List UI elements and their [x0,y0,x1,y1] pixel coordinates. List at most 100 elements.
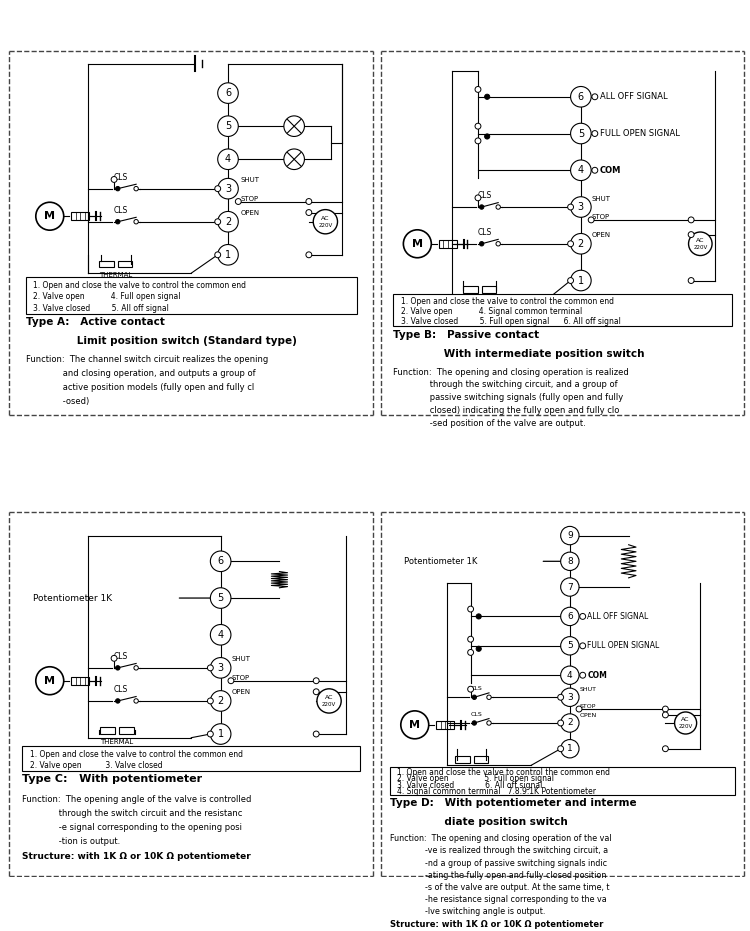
Text: 5: 5 [578,128,584,139]
Text: THERMAL: THERMAL [457,768,487,773]
Circle shape [472,695,476,699]
Circle shape [571,87,591,107]
Circle shape [580,643,586,649]
Text: -he resistance signal corresponding to the va: -he resistance signal corresponding to t… [390,895,607,904]
Text: M: M [44,676,56,686]
Bar [455,756,470,763]
Bar [99,261,114,267]
Text: SHUT: SHUT [240,177,260,183]
Text: CLS: CLS [114,173,128,182]
Circle shape [479,241,484,246]
Text: -e signal corresponding to the opening posi: -e signal corresponding to the opening p… [22,823,242,831]
Text: 4: 4 [567,670,573,680]
Circle shape [468,650,473,655]
Text: OPEN: OPEN [580,713,597,718]
Bar [473,756,488,763]
Text: COM: COM [599,166,621,175]
Circle shape [236,198,242,205]
Circle shape [688,232,694,237]
Circle shape [484,94,490,100]
Text: -ve is realized through the switching circuit, a: -ve is realized through the switching ci… [390,846,608,856]
Text: AC: AC [696,238,704,243]
Circle shape [116,186,120,191]
Circle shape [484,134,490,139]
Text: 4: 4 [225,155,231,164]
Text: 2. Valve open          3. Valve closed: 2. Valve open 3. Valve closed [29,761,162,770]
Bar [71,677,89,685]
Circle shape [688,217,694,223]
Text: With intermediate position switch: With intermediate position switch [394,349,645,359]
Circle shape [36,202,64,230]
Text: CLS: CLS [114,653,128,661]
Circle shape [662,712,668,718]
Circle shape [561,714,579,732]
Text: ALL OFF SIGNAL: ALL OFF SIGNAL [599,92,668,101]
Bar [436,721,454,729]
Text: M: M [44,211,56,222]
Text: Type B:   Passive contact: Type B: Passive contact [394,331,539,340]
Circle shape [588,217,594,223]
Circle shape [208,665,213,671]
Text: 5: 5 [225,121,231,131]
Circle shape [662,746,668,751]
Text: FULL OPEN SIGNAL: FULL OPEN SIGNAL [587,641,660,651]
Text: 1. Open and close the valve to control the common end: 1. Open and close the valve to control t… [33,281,246,290]
Circle shape [468,606,473,612]
Circle shape [284,149,304,169]
Bar [100,727,116,734]
Text: passive switching signals (fully open and fully: passive switching signals (fully open an… [394,393,624,402]
Text: 3: 3 [578,202,584,212]
Text: Type A:   Active contact: Type A: Active contact [26,317,165,328]
Text: OPEN: OPEN [240,210,260,216]
Text: 9: 9 [567,531,573,540]
Text: STOP: STOP [232,675,250,681]
Text: Function:  The opening angle of the valve is controlled: Function: The opening angle of the valve… [22,795,251,803]
Circle shape [210,625,231,645]
Circle shape [592,168,598,173]
Text: Type C:   With potentiometer: Type C: With potentiometer [22,775,202,785]
Circle shape [472,721,476,725]
Circle shape [592,130,598,137]
Text: ALL OFF SIGNAL: ALL OFF SIGNAL [587,612,649,621]
Circle shape [558,695,563,700]
Text: 1: 1 [225,250,231,260]
Text: -sed position of the valve are output.: -sed position of the valve are output. [394,419,586,428]
Text: 1. Open and close the valve to control the common end: 1. Open and close the valve to control t… [400,298,614,306]
Text: -tion is output.: -tion is output. [22,837,121,845]
Text: and closing operation, and outputs a group of: and closing operation, and outputs a gro… [26,369,256,378]
Circle shape [317,689,341,713]
Circle shape [314,731,320,737]
Text: 2. Valve open               5. Full open signal: 2. Valve open 5. Full open signal [398,775,554,783]
Circle shape [576,706,582,712]
Text: OPEN: OPEN [232,690,251,695]
Text: COM: COM [587,670,608,680]
Circle shape [116,699,120,703]
Circle shape [561,578,579,596]
Circle shape [476,646,482,652]
Circle shape [214,219,220,224]
Circle shape [475,195,481,201]
Circle shape [134,666,138,670]
Circle shape [487,695,491,699]
Circle shape [592,94,598,100]
Circle shape [662,706,668,712]
Text: closed) indicating the fully open and fully clo: closed) indicating the fully open and fu… [394,406,620,415]
Circle shape [475,138,481,143]
Text: CLS: CLS [478,192,492,200]
Circle shape [571,234,591,254]
Text: 3: 3 [217,663,223,673]
Text: 1. Open and close the valve to control the common end: 1. Open and close the valve to control t… [398,768,610,776]
Text: THERMAL: THERMAL [464,299,496,304]
Text: 2: 2 [567,719,573,727]
Circle shape [580,614,586,619]
Text: 1: 1 [578,276,584,286]
Circle shape [111,177,117,182]
Circle shape [571,123,591,143]
Text: 220V: 220V [679,723,693,729]
Text: 2: 2 [217,696,223,706]
Circle shape [496,205,500,209]
Text: 8: 8 [567,557,573,566]
Text: CLS: CLS [478,228,492,237]
Circle shape [134,699,138,703]
Circle shape [561,637,579,655]
